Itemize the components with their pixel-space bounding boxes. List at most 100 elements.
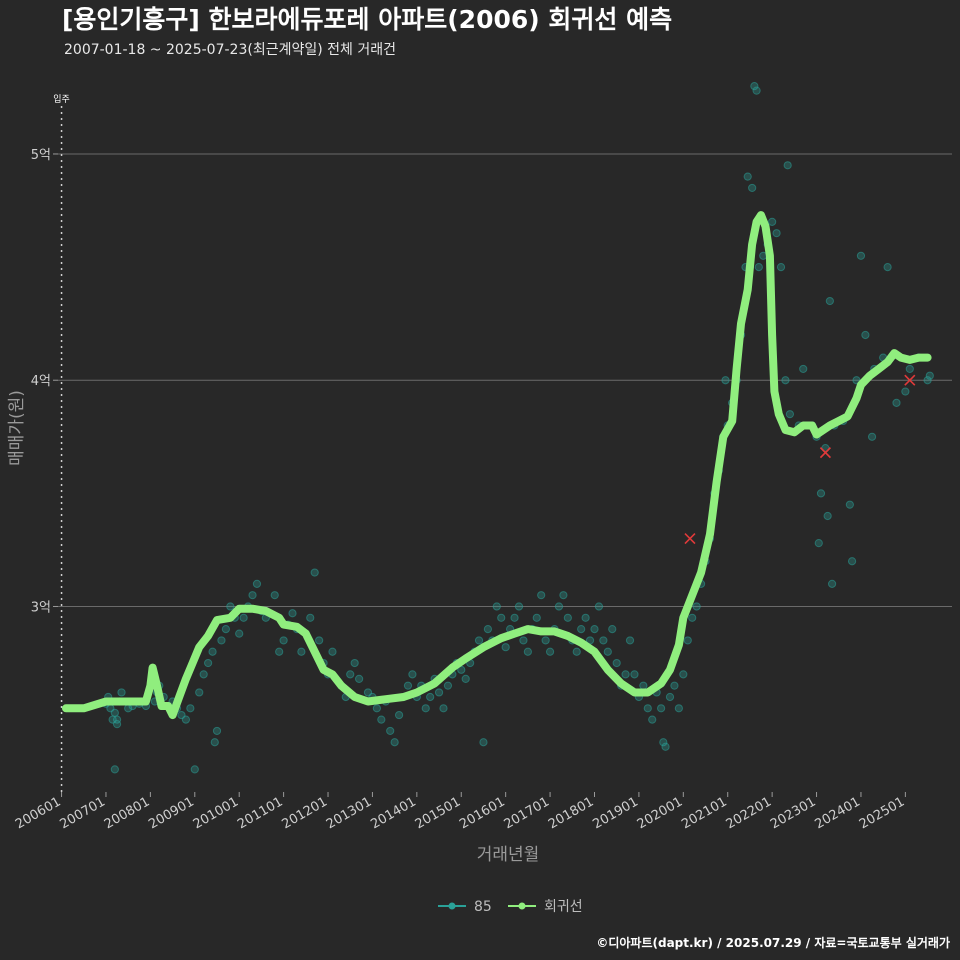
point-85-133 [683, 636, 692, 645]
point-85-107 [572, 647, 581, 656]
x-tick-label-18: 202401 [812, 794, 862, 832]
point-85-100 [541, 636, 550, 645]
x-axis-title: 거래년월 [477, 845, 540, 865]
point-85-177 [856, 251, 866, 260]
x-tick-label-13: 201901 [590, 794, 640, 832]
point-85-132 [679, 670, 688, 679]
point-85-104 [559, 591, 568, 600]
regression-curve [62, 211, 932, 720]
point-85-27 [208, 647, 217, 656]
point-85-42 [275, 647, 284, 656]
x-tick-label-0: 200601 [13, 794, 63, 832]
x-tick-label-14: 202001 [635, 794, 685, 832]
highlight-marker-0 [684, 533, 696, 545]
point-85-185 [905, 364, 914, 374]
point-85-119 [625, 636, 635, 645]
point-85-96 [523, 647, 532, 656]
point-85-87 [483, 625, 493, 634]
point-85-95 [519, 636, 528, 645]
x-tick-label-6: 201201 [280, 794, 330, 832]
point-85-99 [537, 591, 546, 600]
point-85-41 [270, 591, 279, 600]
point-85-34 [235, 629, 244, 638]
point-85-82 [461, 674, 470, 683]
x-tick-label-7: 201301 [324, 794, 374, 832]
point-85-93 [510, 613, 519, 622]
point-85-37 [248, 591, 257, 600]
point-85-49 [306, 613, 315, 622]
x-tick-label-15: 202101 [679, 794, 729, 832]
gridlines [58, 153, 952, 607]
point-85-159 [781, 376, 790, 385]
point-85-109 [581, 613, 590, 622]
point-85-70 [408, 670, 417, 679]
point-85-111 [590, 625, 599, 634]
point-85-178 [861, 330, 870, 340]
point-85-151 [750, 82, 759, 91]
point-85-157 [772, 229, 781, 238]
point-85-183 [892, 398, 901, 407]
legend-swatch-85-dot [448, 902, 456, 910]
point-85-74 [426, 692, 435, 702]
point-85-24 [195, 688, 204, 697]
point-85-131 [674, 704, 683, 713]
move-in-annotation: 입주 [53, 93, 70, 792]
point-85-115 [608, 625, 617, 634]
x-tick-label-8: 201401 [368, 794, 418, 832]
point-85-30 [217, 636, 226, 645]
x-tick-label-10: 201601 [457, 794, 507, 832]
point-85-167 [816, 489, 826, 498]
point-85-98 [532, 613, 541, 622]
point-85-160 [783, 161, 792, 170]
point-85-85 [474, 636, 484, 645]
point-85-67 [394, 710, 404, 720]
point-85-126 [657, 704, 666, 713]
point-85-45 [288, 609, 297, 618]
x-tick-label-17: 202301 [768, 794, 818, 832]
point-85-187 [923, 376, 932, 385]
point-85-32 [226, 602, 235, 611]
point-85-150 [748, 183, 757, 193]
chart-title: [용인기흥구] 한보라에듀포레 아파트(2006) 회귀선 예측 [62, 5, 672, 34]
x-tick-label-3: 200901 [146, 794, 196, 832]
source-caption: ©디아파트(dapt.kr) / 2025.07.29 / 자료=국토교통부 실… [596, 935, 950, 950]
point-85-166 [814, 539, 823, 548]
point-85-28 [210, 738, 219, 747]
legend-item-85: 85 [438, 899, 492, 915]
point-85-148 [743, 172, 752, 181]
point-85-58 [350, 658, 359, 668]
point-85-135 [692, 602, 701, 611]
point-85-103 [554, 602, 564, 611]
point-85-101 [545, 647, 555, 656]
x-tick-label-12: 201801 [546, 794, 596, 832]
point-85-51 [315, 636, 324, 645]
point-85-29 [212, 726, 222, 736]
point-85-8 [110, 765, 119, 774]
highlight-markers [684, 374, 916, 545]
point-85-76 [434, 688, 444, 697]
point-85-54 [328, 647, 337, 656]
point-85-171 [827, 579, 837, 588]
x-tick-label-16: 202201 [724, 794, 774, 832]
point-85-35 [239, 613, 248, 622]
legend: 85 회귀선 [438, 899, 583, 915]
x-tick-label-1: 200701 [57, 794, 107, 832]
point-85-127 [659, 738, 668, 747]
point-85-182 [883, 263, 892, 272]
x-tick-label-9: 201501 [413, 794, 463, 832]
point-85-142 [721, 376, 730, 385]
point-85-161 [785, 410, 794, 419]
y-tick-label-2: 5억 [31, 148, 51, 163]
point-85-23 [190, 765, 199, 774]
point-85-153 [754, 263, 763, 272]
chart-subtitle: 2007-01-18 ~ 2025-07-23(최근계약일) 전체 거래건 [64, 42, 396, 58]
point-85-22 [186, 704, 195, 713]
point-85-169 [823, 511, 832, 521]
point-85-123 [643, 704, 652, 713]
point-85-120 [630, 670, 639, 679]
x-tick-label-4: 201001 [191, 794, 241, 832]
legend-label-85: 85 [474, 899, 492, 915]
regression-line [62, 211, 932, 720]
point-85-129 [665, 692, 675, 702]
legend-item-regression: 회귀선 [508, 899, 583, 915]
